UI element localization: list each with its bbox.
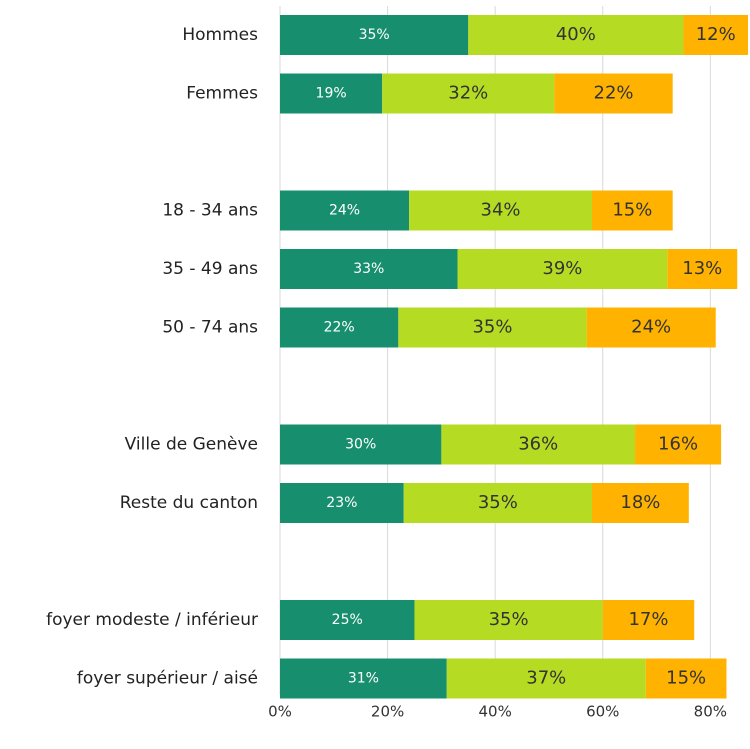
- value-label: 35%: [478, 492, 518, 513]
- value-label: 32%: [448, 83, 488, 104]
- bar-segment: [280, 73, 383, 114]
- category-label: Ville de Genève: [125, 435, 258, 455]
- bar-segment: [280, 424, 442, 465]
- value-label: 33%: [353, 261, 384, 277]
- category-label: foyer modeste / inférieur: [46, 610, 258, 630]
- category-label: Hommes: [182, 25, 258, 45]
- category-label: 35 - 49 ans: [162, 259, 258, 279]
- value-label: 31%: [348, 671, 379, 687]
- bar-segment: [667, 249, 738, 289]
- bar-segment: [398, 307, 587, 348]
- value-label: 13%: [682, 258, 722, 279]
- bar-segment: [280, 190, 410, 231]
- bar-segment: [409, 190, 592, 231]
- x-tick-label: 60%: [586, 703, 619, 721]
- bar-segment: [382, 73, 555, 114]
- value-label: 37%: [526, 668, 566, 689]
- bar-segment: [403, 483, 592, 523]
- bar-segment: [468, 15, 684, 55]
- category-label: 18 - 34 ans: [162, 201, 258, 221]
- bar-segment: [280, 15, 469, 55]
- bar-segment: [592, 483, 689, 523]
- value-label: 36%: [518, 434, 558, 455]
- bar-segment: [446, 658, 646, 699]
- bar-segment: [683, 15, 748, 55]
- value-label: 15%: [612, 200, 652, 221]
- value-label: 22%: [324, 320, 355, 336]
- bar-segment: [592, 190, 673, 231]
- value-label: 34%: [481, 200, 521, 221]
- bar-segment: [645, 658, 727, 699]
- value-label: 35%: [472, 317, 512, 338]
- category-label: foyer supérieur / aisé: [77, 669, 258, 689]
- bar-segment: [457, 249, 668, 289]
- x-tick-label: 0%: [268, 703, 292, 721]
- value-label: 30%: [345, 437, 376, 453]
- value-label: 35%: [489, 609, 529, 630]
- value-label: 17%: [628, 609, 668, 630]
- x-tick-label: 20%: [371, 703, 404, 721]
- bar-segment: [414, 600, 603, 640]
- category-label: Femmes: [186, 84, 258, 104]
- bar-segment: [441, 424, 636, 465]
- bar-segment: [280, 483, 404, 523]
- value-label: 12%: [696, 24, 736, 45]
- x-tick-label: 80%: [694, 703, 727, 721]
- category-label: Reste du canton: [120, 493, 258, 513]
- value-label: 22%: [594, 83, 634, 104]
- value-label: 39%: [542, 258, 582, 279]
- value-label: 18%: [620, 492, 660, 513]
- value-label: 24%: [329, 203, 360, 219]
- x-tick-label: 40%: [479, 703, 512, 721]
- value-label: 15%: [666, 668, 706, 689]
- category-label: 50 - 74 ans: [162, 318, 258, 338]
- bar-segment: [280, 307, 399, 348]
- bar-segment: [602, 600, 695, 640]
- value-label: 24%: [631, 317, 671, 338]
- bar-segment: [280, 249, 458, 289]
- bar-segment: [635, 424, 722, 465]
- value-label: 16%: [658, 434, 698, 455]
- value-label: 19%: [316, 86, 347, 102]
- value-label: 40%: [556, 24, 596, 45]
- value-label: 23%: [326, 495, 357, 511]
- bar-segment: [554, 73, 673, 114]
- bar-segment: [586, 307, 716, 348]
- value-label: 35%: [359, 27, 390, 43]
- bar-segment: [280, 658, 447, 699]
- bar-segment: [280, 600, 415, 640]
- value-label: 25%: [332, 612, 363, 628]
